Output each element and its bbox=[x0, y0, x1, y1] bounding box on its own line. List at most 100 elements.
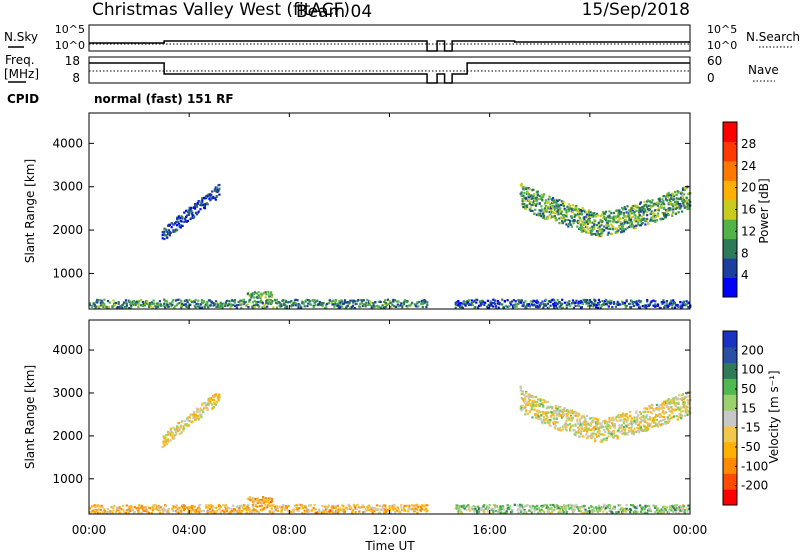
time-tick-label: 20:00 bbox=[573, 523, 608, 537]
range-cell bbox=[662, 410, 665, 413]
range-cell bbox=[555, 306, 558, 310]
range-cell bbox=[584, 417, 587, 421]
nsky-tick-bottom: 10^0 bbox=[55, 39, 85, 52]
range-cell bbox=[392, 298, 395, 301]
range-cell bbox=[531, 416, 534, 419]
range-cell bbox=[575, 503, 578, 506]
range-cell bbox=[462, 301, 465, 304]
range-cell bbox=[585, 511, 588, 514]
range-cell bbox=[189, 508, 192, 511]
range-cell bbox=[284, 508, 287, 511]
range-cell bbox=[541, 198, 544, 201]
range-cell bbox=[681, 398, 684, 401]
range-cell bbox=[596, 306, 600, 309]
range-cell bbox=[547, 411, 550, 414]
range-cell bbox=[212, 301, 215, 305]
range-cell bbox=[351, 511, 354, 514]
range-cell bbox=[421, 504, 424, 507]
range-cell bbox=[658, 415, 661, 418]
range-cell bbox=[502, 306, 506, 309]
range-cell bbox=[553, 422, 556, 425]
range-cell bbox=[670, 195, 673, 198]
range-cell bbox=[629, 410, 632, 414]
range-cell bbox=[509, 505, 512, 508]
range-cell bbox=[209, 510, 212, 514]
range-cell bbox=[560, 212, 563, 215]
range-cell bbox=[653, 505, 656, 508]
range-cell bbox=[580, 416, 583, 419]
range-cell bbox=[611, 305, 614, 309]
range-cell bbox=[210, 398, 213, 401]
range-cell bbox=[119, 511, 122, 514]
range-cell bbox=[591, 212, 594, 215]
range-cell bbox=[597, 504, 600, 507]
range-cell bbox=[673, 506, 676, 509]
range-cell bbox=[586, 427, 589, 430]
range-cell bbox=[605, 438, 608, 442]
range-cell bbox=[653, 409, 656, 412]
range-cell bbox=[535, 395, 538, 398]
range-cell bbox=[605, 511, 609, 514]
range-cell bbox=[263, 303, 266, 306]
range-cell bbox=[261, 293, 264, 296]
range-cell bbox=[676, 508, 679, 511]
range-cell bbox=[583, 218, 586, 221]
range-cell bbox=[270, 498, 274, 501]
range-cell bbox=[556, 505, 559, 508]
range-cell bbox=[652, 416, 655, 420]
range-cell bbox=[460, 302, 463, 305]
range-cell bbox=[601, 220, 604, 223]
range-cell bbox=[667, 398, 670, 401]
range-cell bbox=[576, 225, 579, 228]
range-cell bbox=[551, 511, 554, 514]
range-cell bbox=[100, 504, 103, 507]
range-cell bbox=[610, 299, 613, 303]
range-cell bbox=[622, 420, 625, 423]
range-cell bbox=[643, 510, 646, 513]
range-cell bbox=[646, 407, 649, 410]
range-cell bbox=[385, 509, 389, 512]
power-cbar-label: Power [dB] bbox=[757, 178, 771, 243]
range-cell bbox=[616, 209, 619, 212]
range-cell bbox=[260, 509, 263, 512]
range-cell bbox=[223, 510, 226, 514]
range-cell bbox=[666, 399, 669, 402]
range-cell bbox=[623, 507, 626, 510]
range-cell bbox=[394, 299, 397, 302]
range-cell bbox=[348, 505, 351, 508]
range-cell bbox=[577, 222, 580, 225]
range-cell bbox=[587, 209, 590, 212]
range-cell bbox=[157, 305, 160, 308]
range-cell bbox=[544, 204, 547, 208]
range-cell bbox=[638, 207, 642, 210]
range-cell bbox=[649, 206, 652, 209]
range-cell bbox=[565, 306, 568, 309]
range-cell bbox=[643, 200, 646, 203]
range-cell bbox=[304, 506, 307, 509]
range-cell bbox=[175, 304, 178, 307]
range-cell bbox=[327, 302, 330, 305]
range-cell bbox=[616, 437, 619, 440]
range-cell bbox=[655, 215, 658, 219]
range-cell bbox=[233, 510, 236, 513]
range-cell bbox=[604, 430, 607, 434]
range-cell bbox=[212, 394, 215, 398]
range-cell bbox=[187, 306, 190, 309]
range-cell bbox=[536, 507, 539, 510]
range-cell bbox=[253, 511, 256, 514]
range-cell bbox=[185, 214, 189, 217]
range-cell bbox=[682, 198, 685, 201]
range-cell bbox=[176, 425, 179, 428]
range-cell bbox=[681, 409, 685, 413]
range-cell bbox=[330, 506, 333, 509]
range-cell bbox=[586, 215, 590, 218]
range-cell bbox=[424, 300, 427, 303]
range-cell bbox=[546, 217, 549, 220]
range-cell bbox=[362, 506, 365, 509]
range-cell bbox=[565, 215, 568, 218]
range-cell bbox=[563, 301, 566, 304]
range-cell bbox=[522, 505, 525, 509]
range-cell bbox=[533, 396, 536, 399]
range-cell bbox=[411, 301, 414, 304]
range-cell bbox=[644, 208, 647, 211]
